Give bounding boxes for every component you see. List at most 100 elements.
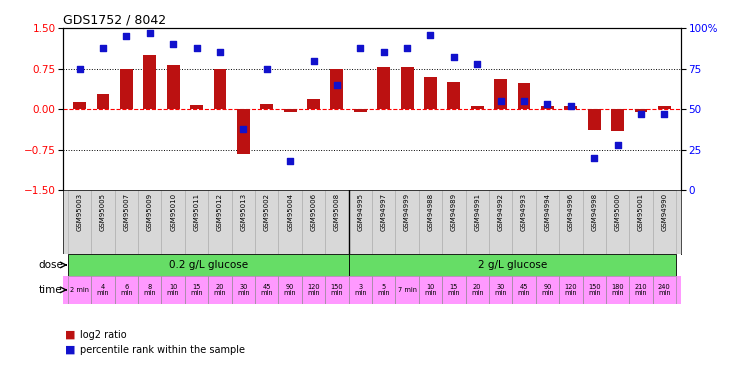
Point	[635, 111, 647, 117]
Bar	[97, 94, 109, 109]
Text: 210
min: 210 min	[635, 284, 647, 296]
Bar	[237, 109, 250, 153]
Text: GSM95013: GSM95013	[240, 193, 246, 231]
Bar	[583, 190, 606, 254]
Text: 150
min: 150 min	[588, 284, 600, 296]
Bar	[611, 109, 624, 131]
Text: GSM95006: GSM95006	[310, 193, 316, 231]
Bar	[372, 190, 395, 254]
Text: ■: ■	[65, 345, 76, 355]
Bar	[349, 190, 372, 254]
Text: 180
min: 180 min	[612, 284, 624, 296]
Text: 30
min: 30 min	[494, 284, 507, 296]
Bar	[68, 276, 92, 304]
Text: GSM94990: GSM94990	[661, 193, 667, 231]
Point	[307, 57, 319, 63]
Bar	[565, 106, 577, 109]
Point	[542, 101, 554, 107]
Text: log2 ratio: log2 ratio	[80, 330, 127, 340]
Bar	[302, 276, 325, 304]
Bar	[588, 109, 600, 130]
Text: GSM94996: GSM94996	[568, 193, 574, 231]
Point	[354, 45, 366, 51]
Bar	[354, 109, 367, 112]
Bar	[115, 190, 138, 254]
Text: GSM94998: GSM94998	[591, 193, 597, 231]
Text: 0.2 g/L glucose: 0.2 g/L glucose	[169, 260, 248, 270]
Bar	[231, 190, 255, 254]
Text: GSM95003: GSM95003	[77, 193, 83, 231]
Bar	[68, 190, 92, 254]
Bar	[494, 80, 507, 109]
Text: GSM95004: GSM95004	[287, 193, 293, 231]
Text: GSM94995: GSM94995	[357, 193, 363, 231]
Point	[97, 45, 109, 51]
Bar	[349, 254, 676, 276]
Text: 120
min: 120 min	[565, 284, 577, 296]
Text: 120
min: 120 min	[307, 284, 320, 296]
Bar	[302, 190, 325, 254]
Bar	[606, 190, 629, 254]
Bar	[144, 55, 156, 109]
Bar	[278, 190, 302, 254]
Text: 240
min: 240 min	[658, 284, 671, 296]
Bar	[278, 276, 302, 304]
Text: GSM94989: GSM94989	[451, 193, 457, 231]
Text: GSM94991: GSM94991	[474, 193, 481, 231]
Text: GSM95007: GSM95007	[124, 193, 129, 231]
Text: dose: dose	[38, 260, 62, 270]
Bar	[419, 190, 442, 254]
Point	[190, 45, 202, 51]
Bar	[629, 190, 652, 254]
Bar	[395, 276, 419, 304]
Bar	[260, 104, 273, 109]
Point	[261, 66, 273, 72]
Bar	[489, 190, 513, 254]
Point	[448, 54, 460, 60]
Bar	[120, 69, 133, 109]
Text: 90
min: 90 min	[283, 284, 296, 296]
Bar	[518, 83, 530, 109]
Bar	[442, 276, 466, 304]
Bar	[255, 276, 278, 304]
Bar	[471, 106, 484, 109]
Text: GSM94988: GSM94988	[428, 193, 434, 231]
Text: GSM95001: GSM95001	[638, 193, 644, 231]
Text: GSM95008: GSM95008	[334, 193, 340, 231]
Text: GSM94999: GSM94999	[404, 193, 410, 231]
Bar	[167, 65, 179, 109]
Point	[237, 126, 249, 132]
Text: 2 min: 2 min	[70, 287, 89, 293]
Text: 2 g/L glucose: 2 g/L glucose	[478, 260, 547, 270]
Text: 15
min: 15 min	[448, 284, 461, 296]
Bar	[536, 276, 559, 304]
Point	[612, 142, 623, 148]
Bar	[325, 190, 349, 254]
Text: time: time	[39, 285, 62, 295]
Bar	[583, 276, 606, 304]
Point	[167, 41, 179, 47]
Bar	[161, 190, 185, 254]
Bar	[208, 190, 231, 254]
Bar	[68, 254, 349, 276]
Bar	[73, 102, 86, 109]
Point	[144, 30, 155, 36]
Bar	[185, 276, 208, 304]
Bar	[635, 109, 647, 112]
Bar	[349, 276, 372, 304]
Point	[658, 111, 670, 117]
Point	[565, 103, 577, 109]
Bar	[283, 109, 297, 112]
Text: GSM94992: GSM94992	[498, 193, 504, 231]
Text: 8
min: 8 min	[144, 284, 156, 296]
Text: 150
min: 150 min	[330, 284, 343, 296]
Bar	[231, 276, 255, 304]
Text: 20
min: 20 min	[471, 284, 484, 296]
Text: GSM95011: GSM95011	[193, 193, 199, 231]
Text: 45
min: 45 min	[518, 284, 530, 296]
Bar	[307, 99, 320, 109]
Point	[495, 98, 507, 104]
Bar	[372, 276, 395, 304]
Bar	[447, 82, 461, 109]
Bar	[466, 276, 489, 304]
